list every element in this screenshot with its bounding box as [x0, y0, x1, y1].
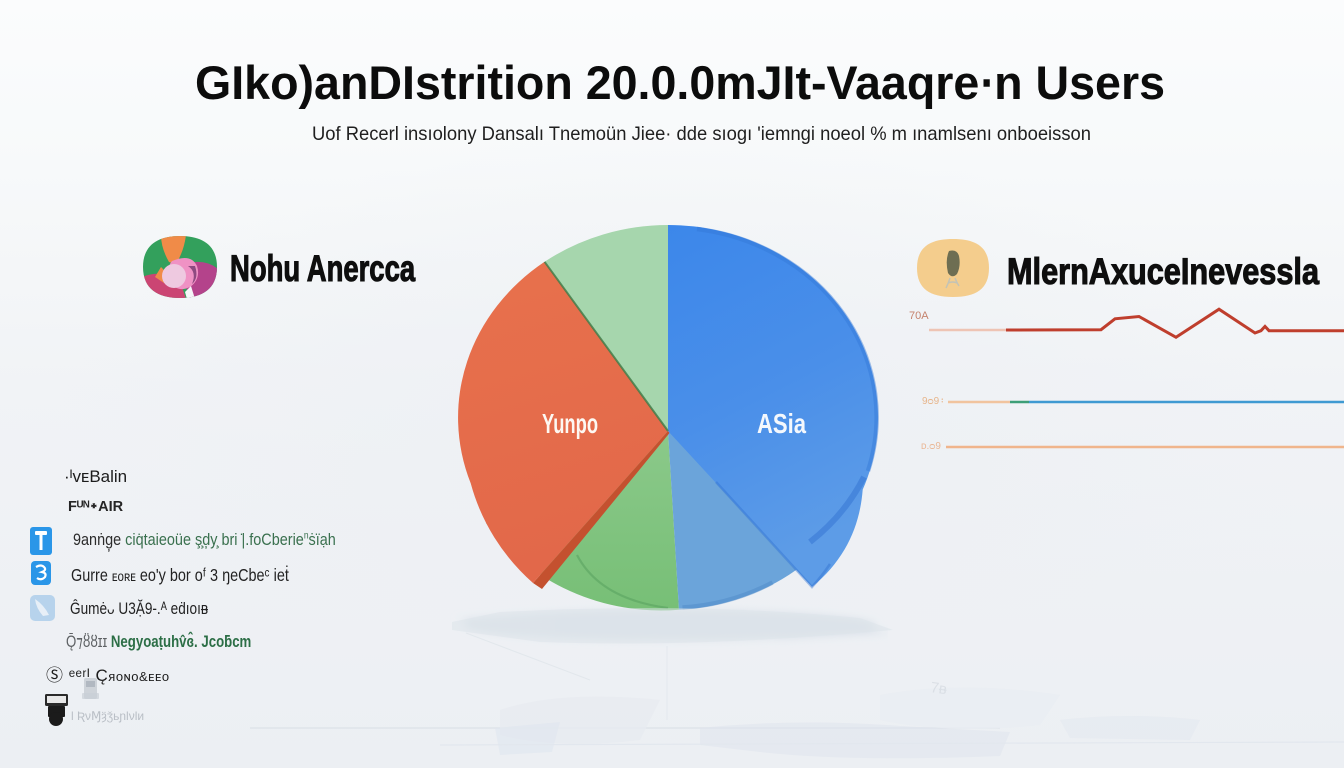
svg-text:7ᴃ: 7ᴃ: [929, 679, 948, 698]
